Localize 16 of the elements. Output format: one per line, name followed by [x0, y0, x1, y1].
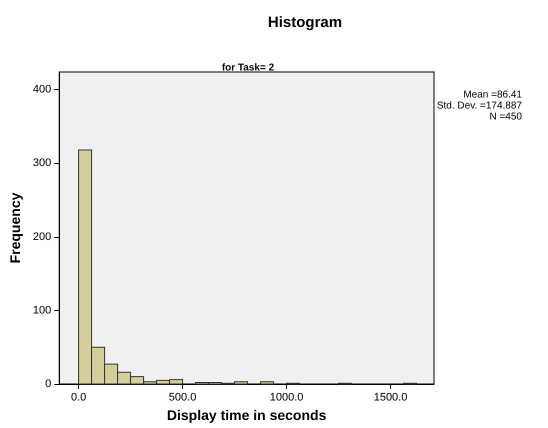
text: Std. Dev. =174.887	[436, 100, 522, 112]
text: N =450	[489, 112, 522, 122]
x-tick-label: 500.0	[168, 392, 196, 404]
x-tick-label: 1500.0	[374, 392, 408, 404]
y-axis-title: Frequency	[7, 192, 23, 264]
y-tick-label: 300	[32, 157, 52, 170]
y-tick-label: 200	[32, 230, 52, 243]
y-tick-label: 0	[45, 378, 52, 390]
y-tick-label: 100	[32, 304, 52, 316]
x-axis-title: Display time in seconds	[166, 407, 327, 423]
text: Mean =86.41	[463, 90, 522, 100]
x-tick-label: 1000.0	[270, 392, 304, 404]
chart-subtitle: for Task= 2	[222, 62, 275, 74]
x-tick-label: 0.0	[70, 392, 86, 404]
y-tick-label: 400	[32, 84, 52, 96]
chart-title: Histogram	[268, 14, 342, 31]
